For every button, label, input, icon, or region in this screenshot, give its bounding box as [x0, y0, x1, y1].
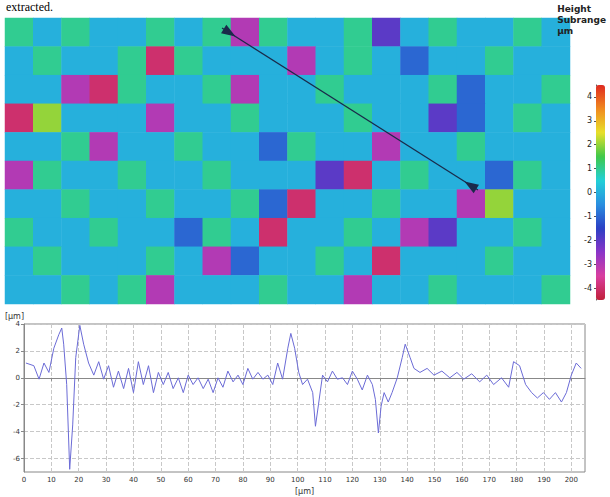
svg-text:170: 170 — [483, 476, 496, 484]
svg-text:-2: -2 — [584, 236, 592, 245]
svg-text:90: 90 — [266, 476, 275, 484]
svg-text:Subrange: Subrange — [557, 15, 606, 25]
svg-text:10: 10 — [47, 476, 56, 484]
svg-text:extracted.: extracted. — [6, 0, 53, 14]
svg-text:140: 140 — [400, 476, 413, 484]
svg-text:0: 0 — [16, 374, 20, 382]
svg-text:-6: -6 — [13, 455, 21, 463]
svg-text:2: 2 — [587, 140, 592, 149]
svg-text:-2: -2 — [13, 401, 20, 409]
svg-text:160: 160 — [455, 476, 468, 484]
svg-text:[µm]: [µm] — [295, 487, 314, 496]
svg-text:100: 100 — [291, 476, 304, 484]
svg-text:150: 150 — [428, 476, 441, 484]
svg-text:0: 0 — [587, 188, 592, 197]
svg-text:0: 0 — [22, 476, 26, 484]
svg-text:190: 190 — [537, 476, 550, 484]
svg-text:80: 80 — [238, 476, 247, 484]
svg-text:130: 130 — [373, 476, 386, 484]
svg-text:-4: -4 — [584, 284, 592, 293]
svg-text:-3: -3 — [584, 260, 592, 269]
svg-text:120: 120 — [346, 476, 359, 484]
svg-text:200: 200 — [565, 476, 578, 484]
svg-text:30: 30 — [102, 476, 111, 484]
svg-text:180: 180 — [510, 476, 523, 484]
svg-text:50: 50 — [156, 476, 165, 484]
svg-text:60: 60 — [184, 476, 193, 484]
svg-text:110: 110 — [318, 476, 331, 484]
svg-text:3: 3 — [587, 116, 592, 125]
svg-text:1: 1 — [587, 164, 592, 173]
svg-text:40: 40 — [129, 476, 138, 484]
svg-text:2: 2 — [16, 347, 20, 355]
svg-text:70: 70 — [211, 476, 220, 484]
svg-text:20: 20 — [74, 476, 83, 484]
svg-text:Height: Height — [557, 4, 592, 14]
svg-text:4: 4 — [587, 92, 592, 101]
svg-text:µm: µm — [557, 26, 573, 36]
svg-text:[µm]: [µm] — [5, 312, 24, 321]
svg-text:-4: -4 — [13, 428, 21, 436]
svg-text:-1: -1 — [584, 212, 592, 221]
svg-text:4: 4 — [16, 320, 21, 328]
